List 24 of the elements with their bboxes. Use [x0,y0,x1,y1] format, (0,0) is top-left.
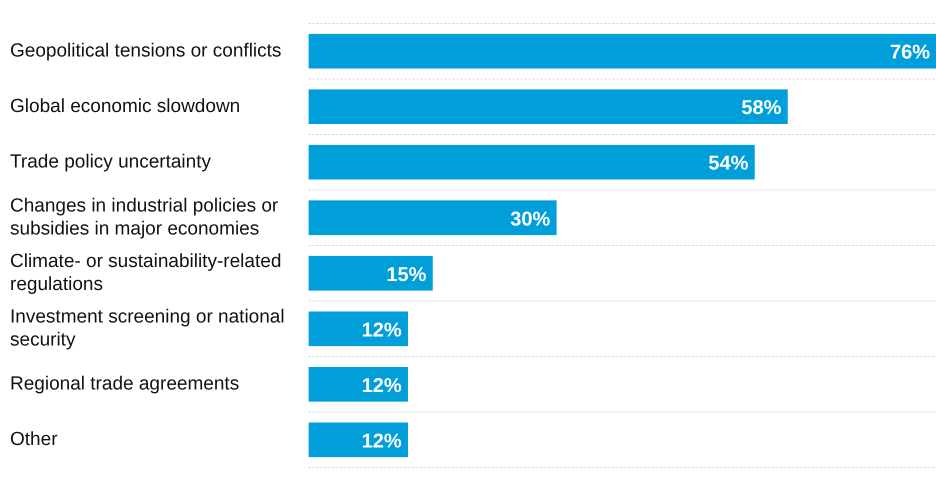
y-tick-label: Other [10,429,58,450]
bar [308,144,755,180]
data-label: 58% [741,97,782,120]
bar [308,366,408,402]
y-tick-label: Climate- or sustainability-related regulations [10,251,282,295]
y-tick-label: Regional trade agreements [10,374,240,395]
bar [308,34,936,68]
data-label: 76% [890,42,930,64]
y-tick-label: Trade policy uncertainty [10,151,212,172]
bar [308,89,788,124]
y-tick-label: Global economic slowdown [10,96,240,117]
y-tick-label: Investment screening or national security [10,306,285,350]
y-tick-label: Changes in industrial policies or subsidies in major economies [10,196,279,240]
data-label: 54% [708,152,749,175]
bar [308,200,557,236]
data-label: 12% [362,319,402,342]
data-label: 12% [362,374,402,397]
bar [308,311,408,346]
bar [308,256,433,291]
data-label: 12% [362,430,402,452]
data-label: 30% [510,208,550,230]
data-label: 15% [386,264,427,286]
bar [308,422,408,458]
y-tick-label: Geopolitical tensions or conflicts [10,40,282,62]
